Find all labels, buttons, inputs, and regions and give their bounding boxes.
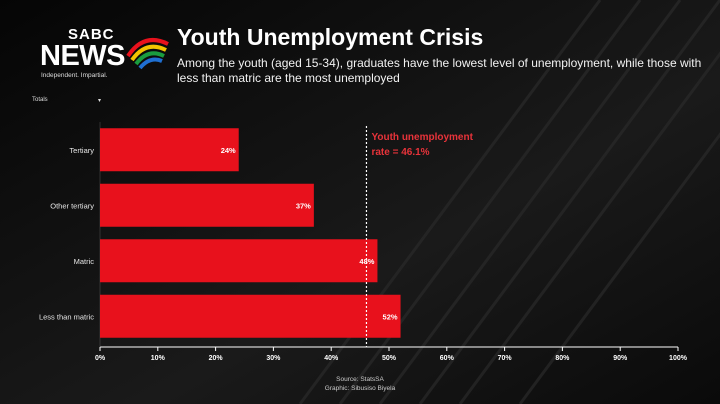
graphic-credit: Graphic: Sibusiso Biyela bbox=[324, 385, 396, 392]
x-tick-label: 90% bbox=[613, 355, 628, 362]
x-tick-label: 20% bbox=[209, 355, 224, 362]
x-tick-label: 30% bbox=[266, 355, 281, 362]
bar bbox=[100, 128, 239, 172]
bar bbox=[100, 183, 314, 227]
x-tick-label: 40% bbox=[324, 355, 339, 362]
totals-filter-label[interactable]: Totals bbox=[32, 97, 48, 103]
logo-sabc-text: SABC bbox=[68, 26, 115, 43]
x-tick-label: 10% bbox=[151, 355, 166, 362]
y-category-label: Less than matric bbox=[39, 312, 94, 321]
x-tick-label: 80% bbox=[555, 355, 570, 362]
x-tick-label: 100% bbox=[669, 355, 688, 362]
y-category-label: Matric bbox=[74, 257, 95, 266]
logo-news-text: NEWS bbox=[40, 40, 126, 72]
source-note: Source: StatsSA bbox=[336, 376, 384, 383]
reference-label: rate = 46.1% bbox=[371, 147, 429, 158]
x-tick-label: 70% bbox=[498, 355, 513, 362]
bar bbox=[100, 294, 401, 338]
logo-tagline: Independent. Impartial. bbox=[41, 72, 108, 79]
reference-label: Youth unemployment bbox=[371, 132, 473, 143]
bar bbox=[100, 239, 378, 283]
chart-title: Youth Unemployment Crisis bbox=[177, 24, 484, 50]
chevron-down-icon[interactable]: ▾ bbox=[98, 98, 102, 104]
x-tick-label: 50% bbox=[382, 355, 397, 362]
bar-data-label: 48% bbox=[359, 257, 374, 266]
bar-data-label: 24% bbox=[221, 146, 236, 155]
bar-data-label: 37% bbox=[296, 201, 311, 210]
logo-arcs-icon bbox=[126, 38, 169, 70]
x-tick-label: 0% bbox=[95, 355, 106, 362]
x-tick-label: 60% bbox=[440, 355, 455, 362]
chart-subtitle: Among the youth (aged 15-34), graduates … bbox=[177, 56, 702, 85]
bar-data-label: 52% bbox=[383, 312, 398, 321]
sabc-news-logo: SABC NEWS Independent. Impartial. bbox=[38, 26, 178, 84]
y-category-label: Other tertiary bbox=[50, 201, 94, 210]
y-category-label: Tertiary bbox=[69, 146, 94, 155]
